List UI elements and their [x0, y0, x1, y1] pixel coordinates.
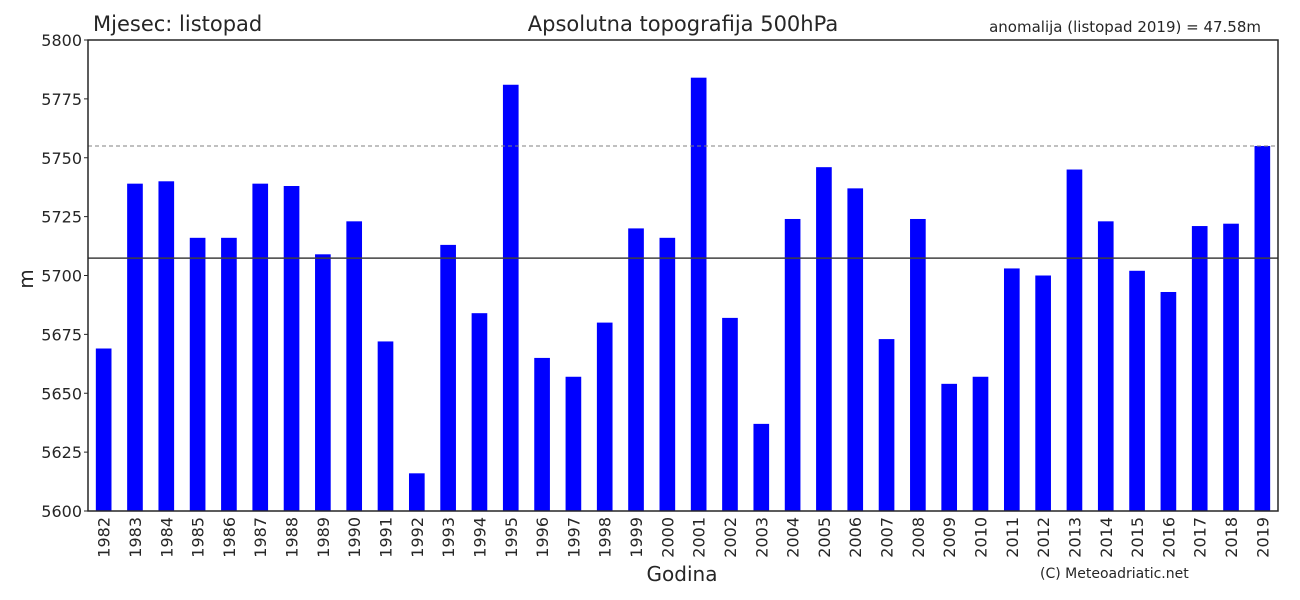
- y-axis-label: m: [14, 269, 38, 289]
- bar: [283, 186, 300, 511]
- x-tick-label: 1987: [251, 517, 270, 558]
- bar: [596, 322, 613, 511]
- x-tick-label: 2007: [878, 517, 897, 558]
- bar: [972, 376, 989, 511]
- x-tick-label: 2016: [1159, 517, 1178, 558]
- bar: [158, 181, 175, 512]
- x-tick-label: 2008: [909, 517, 928, 558]
- bar: [941, 383, 958, 511]
- x-axis-label: Godina: [646, 562, 718, 586]
- y-tick-label: 5750: [41, 149, 82, 168]
- bar: [502, 84, 519, 511]
- x-tick-label: 2010: [972, 517, 991, 558]
- bar: [315, 254, 331, 511]
- x-tick-label: 2014: [1097, 517, 1116, 558]
- x-tick-label: 1985: [189, 517, 208, 558]
- x-tick-label: 1991: [377, 517, 396, 558]
- bar: [1066, 169, 1083, 511]
- bar: [1035, 275, 1051, 511]
- copyright-label: (C) Meteoadriatic.net: [1040, 566, 1189, 582]
- x-tick-label: 1999: [627, 517, 646, 558]
- bar: [252, 183, 269, 511]
- x-tick-label: 1988: [283, 517, 302, 558]
- bar: [910, 218, 926, 512]
- bar: [847, 188, 864, 512]
- bar: [534, 357, 550, 511]
- bar: [878, 339, 895, 511]
- bar: [408, 473, 425, 511]
- x-tick-label: 2012: [1034, 517, 1053, 558]
- bar: [221, 237, 237, 511]
- x-tick-label: 1995: [502, 517, 521, 558]
- x-tick-label: 2015: [1128, 517, 1147, 558]
- anomaly-label: anomalija (listopad 2019) = 47.58m: [989, 18, 1261, 36]
- x-tick-label: 2003: [752, 517, 771, 558]
- bar: [1191, 226, 1208, 512]
- bar: [127, 183, 143, 511]
- bar: [784, 218, 801, 512]
- bar: [816, 167, 832, 512]
- x-tick-label: 2002: [721, 517, 740, 558]
- x-tick-label: 1994: [470, 517, 489, 558]
- y-tick-label: 5675: [41, 325, 82, 344]
- bar: [1003, 268, 1020, 511]
- x-tick-label: 2006: [846, 517, 865, 558]
- x-tick-label: 2009: [940, 517, 959, 558]
- y-tick-label: 5725: [41, 208, 82, 227]
- bar: [722, 317, 738, 511]
- bar: [565, 376, 582, 511]
- x-tick-label: 1983: [126, 517, 145, 558]
- x-tick-label: 2018: [1222, 517, 1241, 558]
- x-tick-label: 1989: [314, 517, 333, 558]
- x-tick-label: 2005: [815, 517, 834, 558]
- bar: [690, 77, 707, 512]
- x-tick-label: 1997: [564, 517, 583, 558]
- x-tick-label: 2001: [690, 517, 709, 558]
- x-tick-label: 1990: [345, 517, 364, 558]
- x-tick-label: 1984: [157, 517, 176, 558]
- bar: [1254, 145, 1271, 511]
- x-tick-label: 2011: [1003, 517, 1022, 558]
- bar: [1160, 291, 1177, 511]
- bar: [753, 423, 770, 511]
- x-tick-label: 1996: [533, 517, 552, 558]
- x-tick-label: 2004: [784, 517, 803, 558]
- x-tick-label: 2000: [658, 517, 677, 558]
- bar: [346, 221, 363, 511]
- y-tick-label: 5700: [41, 267, 82, 286]
- x-tick-label: 1992: [408, 517, 427, 558]
- bar: [628, 228, 644, 511]
- x-tick-label: 1993: [439, 517, 458, 558]
- y-tick-label: 5775: [41, 90, 82, 109]
- bar: [1223, 223, 1239, 511]
- x-tick-label: 1998: [596, 517, 615, 558]
- x-tick-label: 2019: [1253, 517, 1272, 558]
- y-tick-label: 5625: [41, 443, 82, 462]
- x-tick-label: 2017: [1191, 517, 1210, 558]
- bar: [189, 237, 206, 511]
- x-tick-label: 1986: [220, 517, 239, 558]
- bar: [95, 348, 112, 511]
- bar: [471, 313, 488, 511]
- y-tick-label: 5650: [41, 384, 82, 403]
- bar: [659, 237, 676, 511]
- bar: [440, 244, 456, 511]
- x-tick-label: 1982: [95, 517, 114, 558]
- chart-title: Apsolutna topografija 500hPa: [527, 12, 839, 36]
- y-tick-label: 5800: [41, 31, 82, 50]
- bar: [1097, 221, 1114, 511]
- x-tick-label: 2013: [1065, 517, 1084, 558]
- month-label: Mjesec: listopad: [93, 12, 263, 36]
- y-tick-label: 5600: [41, 502, 82, 521]
- bar: [377, 341, 394, 511]
- bar: [1129, 270, 1145, 511]
